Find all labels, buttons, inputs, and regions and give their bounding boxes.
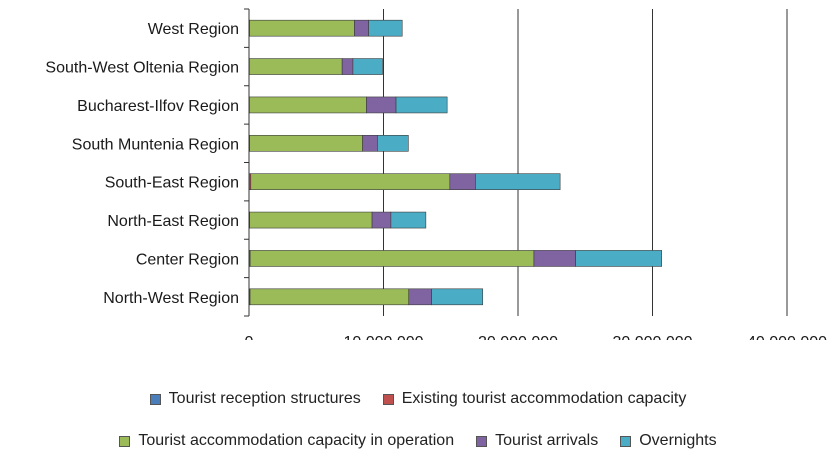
category-label: South Muntenia Region [72, 136, 239, 153]
category-label: West Region [148, 21, 239, 38]
bar-segment [368, 19, 403, 37]
bar-segment [249, 58, 343, 75]
x-tick-labels: 0 10,000,000 20,000,000 30,000,000 40,000,00… [245, 334, 828, 340]
axes [244, 8, 250, 317]
bar-chart: West Region South-West Oltenia Region Buch… [45, 8, 828, 340]
legend-swatch [149, 393, 161, 405]
bar-segment [390, 211, 427, 229]
legend-label: Tourist arrivals [495, 432, 599, 449]
bars [248, 19, 662, 306]
legend-label: Overnights [639, 432, 717, 449]
legend-row-1: Tourist reception structures Existing tou… [0, 388, 836, 410]
x-tick-label: 30,000,000 [612, 334, 692, 340]
x-tick-label: 40,000,000 [747, 334, 827, 340]
x-tick-label: 20,000,000 [478, 334, 558, 340]
legend-swatch [119, 435, 131, 447]
legend-swatch [620, 435, 632, 447]
bar-segment [249, 96, 367, 114]
legend-item: Tourist arrivals [476, 432, 598, 450]
legend-swatch [382, 393, 394, 405]
bar-segment [575, 250, 662, 267]
legend-label: Tourist reception structures [168, 390, 361, 407]
bar-segment [449, 173, 476, 190]
bar-segment [395, 96, 448, 114]
bar-segment [249, 288, 410, 306]
bar-segment [249, 211, 373, 229]
bar-segment [250, 173, 451, 190]
x-tick-label: 0 [245, 334, 254, 340]
gridlines [383, 9, 788, 316]
bar-segment [354, 19, 369, 37]
legend-item: Tourist reception structures [149, 390, 361, 408]
bar-segment [366, 96, 397, 114]
legend-item: Overnights [620, 432, 717, 450]
category-label: South-East Region [105, 175, 239, 192]
bar-segment [362, 135, 378, 152]
legend-label: Tourist accommodation capacity in operat… [138, 432, 455, 449]
bar-segment [249, 250, 535, 267]
bar-segment [408, 288, 432, 306]
x-tick-label: 10,000,000 [343, 334, 423, 340]
bar-segment [377, 135, 409, 152]
category-label: South-West Oltenia Region [45, 60, 239, 77]
legend-item: Existing tourist accommodation capacity [382, 390, 687, 408]
legend-swatch [476, 435, 488, 447]
legend-label: Existing tourist accommodation capacity [401, 390, 687, 407]
legend-row-2: Tourist accommodation capacity in operat… [0, 430, 836, 452]
category-labels: West Region South-West Oltenia Region Buch… [45, 21, 239, 307]
bar-segment [431, 288, 484, 306]
category-label: Center Region [136, 251, 239, 268]
bar-segment [533, 250, 576, 267]
bar-segment [249, 19, 355, 37]
bar-segment [341, 58, 354, 75]
category-label: North-East Region [107, 213, 239, 230]
bar-segment [352, 58, 383, 75]
bar-segment [371, 211, 392, 229]
legend-item: Tourist accommodation capacity in operat… [119, 432, 454, 450]
category-label: Bucharest-Ilfov Region [77, 98, 239, 115]
category-label: North-West Region [103, 290, 239, 307]
bar-segment [475, 173, 561, 190]
bar-segment [249, 135, 363, 152]
